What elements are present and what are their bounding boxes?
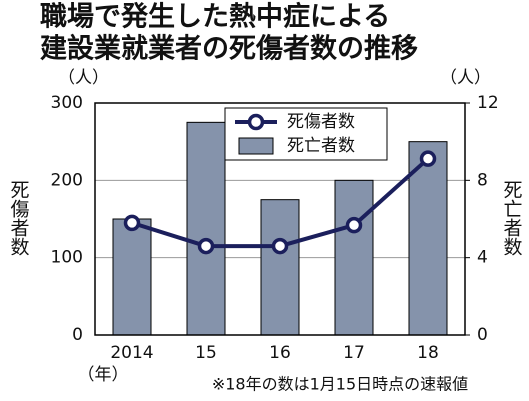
footnote: ※18年の数は1月15日時点の速報値: [212, 375, 468, 394]
y2-unit: （人）: [440, 68, 491, 88]
marker: [197, 237, 215, 255]
marker: [271, 237, 289, 255]
y-tick-label: 0: [72, 325, 83, 345]
legend-marker: [247, 113, 265, 131]
bar: [186, 121, 226, 336]
x-tick-label: 16: [269, 343, 291, 363]
y-unit: （人）: [58, 68, 109, 88]
legend-label: 死傷者数: [287, 112, 355, 132]
chart-title: 建設業就業者の死傷者数の推移: [40, 33, 418, 65]
y-tick-label: 200: [51, 170, 83, 190]
y2-axis-title: 死亡者数: [501, 180, 523, 256]
bar: [334, 179, 374, 336]
legend-swatch: [238, 137, 274, 155]
bar: [408, 141, 448, 336]
bar: [112, 218, 152, 336]
x-tick-label: 18: [417, 343, 439, 363]
marker: [123, 214, 141, 232]
marker: [345, 216, 363, 234]
y-axis-title: 死傷者数: [8, 180, 30, 256]
y2-tick-label: 4: [477, 248, 488, 268]
plot-frame: [94, 102, 466, 336]
x-tick-label: 2014: [110, 343, 153, 363]
x-tick-label: 15: [195, 343, 217, 363]
chart-title: 職場で発生した熱中症による: [40, 2, 390, 33]
y2-tick-label: 12: [477, 93, 499, 113]
y2-tick-label: 8: [477, 170, 488, 190]
y2-tick-label: 0: [477, 325, 488, 345]
bar: [260, 199, 300, 336]
legend-label: 死亡者数: [287, 136, 355, 156]
y-tick-label: 100: [51, 248, 83, 268]
y-tick-label: 300: [51, 93, 83, 113]
marker: [419, 150, 437, 167]
x-tick-label: 17: [343, 343, 365, 363]
x-unit: （年）: [78, 365, 129, 385]
